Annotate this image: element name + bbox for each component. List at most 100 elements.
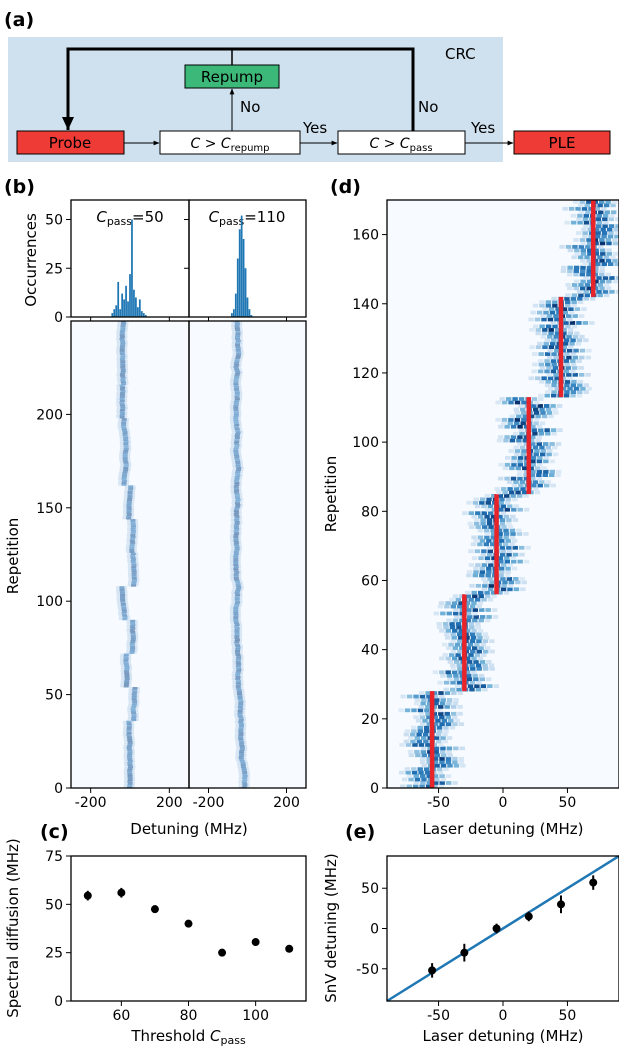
heatmap-cell xyxy=(436,621,442,626)
heatmap-cell xyxy=(538,428,544,433)
heatmap-cell xyxy=(435,718,441,723)
heatmap-cell xyxy=(118,618,130,621)
heatmap-cell xyxy=(531,397,538,401)
heatmap-cell xyxy=(530,435,536,439)
heatmap-cell xyxy=(475,621,481,626)
heatmap-cell xyxy=(445,756,452,761)
heatmap-cell xyxy=(483,635,490,640)
y-tick-label: 50 xyxy=(45,897,63,913)
heatmap-cell xyxy=(542,473,548,478)
heatmap-cell xyxy=(549,459,555,464)
heatmap-cell xyxy=(116,397,128,400)
heatmap-cell xyxy=(545,300,552,305)
heatmap-cell xyxy=(418,704,425,709)
heatmap-cell xyxy=(555,307,561,311)
heatmap-cell xyxy=(478,673,485,678)
heatmap-cell xyxy=(230,421,242,425)
heatmap-cell xyxy=(438,704,444,709)
heatmap-cell xyxy=(127,717,139,720)
heatmap-cell xyxy=(230,642,242,645)
heatmap-cell xyxy=(550,359,557,363)
heatmap-cell xyxy=(601,234,607,239)
heatmap-cell xyxy=(518,428,525,433)
heatmap-cell xyxy=(449,625,456,630)
heatmap-cell xyxy=(501,583,507,588)
heatmap-cell xyxy=(530,462,536,467)
heatmap-cell xyxy=(439,756,445,761)
heatmap-cell xyxy=(445,722,452,727)
heatmap-cell xyxy=(444,632,450,637)
heatmap-cell xyxy=(400,694,406,699)
heatmap-cell xyxy=(420,746,427,751)
heatmap-cell xyxy=(503,528,509,533)
heatmap-cell xyxy=(487,549,493,554)
heatmap-cell xyxy=(513,577,519,581)
heatmap-cell xyxy=(498,424,504,429)
heatmap-cell xyxy=(458,656,464,661)
heatmap-cell xyxy=(116,588,128,591)
heatmap-cell xyxy=(116,395,128,398)
heatmap-cell xyxy=(568,307,574,311)
heatmap-cell xyxy=(230,578,242,581)
heatmap-cell xyxy=(562,341,569,346)
heatmap-cell xyxy=(454,718,460,723)
heatmap-cell xyxy=(237,767,249,770)
heatmap-cell xyxy=(123,754,135,757)
heatmap-cell xyxy=(602,224,608,228)
heatmap-cell xyxy=(523,459,530,464)
heatmap-cell xyxy=(512,545,518,550)
heatmap-cell xyxy=(230,489,242,492)
heatmap-cell xyxy=(235,756,247,759)
heatmap-cell xyxy=(126,533,138,537)
no-label-pass: No xyxy=(418,98,438,116)
heatmap-cell xyxy=(610,203,616,208)
heatmap-cell xyxy=(117,420,129,423)
heatmap-cell xyxy=(231,427,243,430)
y-tick-label: 0 xyxy=(54,781,63,797)
heatmap-cell xyxy=(464,601,471,605)
heatmap-cell xyxy=(603,293,610,298)
heatmap-cell xyxy=(474,653,481,657)
heatmap-cell xyxy=(465,611,472,616)
heatmap-cell xyxy=(442,621,449,626)
heatmap-cell xyxy=(577,390,583,394)
heatmap-cell xyxy=(513,407,519,412)
heatmap-cell xyxy=(116,601,128,604)
heatmap-cell xyxy=(127,532,139,535)
heatmap-cell xyxy=(577,296,583,301)
heatmap-cell xyxy=(443,625,449,630)
heatmap-cell xyxy=(606,279,612,284)
heatmap-cell xyxy=(540,410,546,415)
heatmap-cell xyxy=(116,335,128,339)
heatmap-cell xyxy=(123,739,135,742)
heatmap-cell xyxy=(523,435,530,439)
repump-box xyxy=(184,64,280,89)
heatmap-cell xyxy=(532,407,539,412)
data-point xyxy=(285,944,294,953)
heatmap-cell xyxy=(231,397,243,400)
heatmap-cell xyxy=(498,500,504,505)
heatmap-cell xyxy=(118,610,130,613)
heatmap-cell xyxy=(606,241,612,246)
heatmap-cell xyxy=(232,464,244,468)
heatmap-cell xyxy=(117,483,129,486)
heatmap-cell xyxy=(480,518,486,522)
heatmap-cell xyxy=(471,556,478,561)
heatmap-cell xyxy=(519,552,525,557)
heatmap-cell xyxy=(232,681,244,684)
heatmap-cell xyxy=(230,631,242,634)
heatmap-cell xyxy=(468,549,474,554)
heatmap-cell xyxy=(477,535,484,540)
heatmap-cell xyxy=(573,269,579,273)
heatmap-cell xyxy=(128,576,140,580)
heatmap-cell xyxy=(454,615,460,619)
heatmap-cell xyxy=(503,438,509,443)
heatmap-cell xyxy=(122,517,134,520)
heatmap-cell xyxy=(458,601,464,605)
heatmap-cell xyxy=(585,372,591,377)
heatmap-cell xyxy=(538,397,544,401)
heatmap-cell xyxy=(116,399,128,402)
heatmap-cell xyxy=(457,635,464,640)
heatmap-cell xyxy=(604,283,610,287)
